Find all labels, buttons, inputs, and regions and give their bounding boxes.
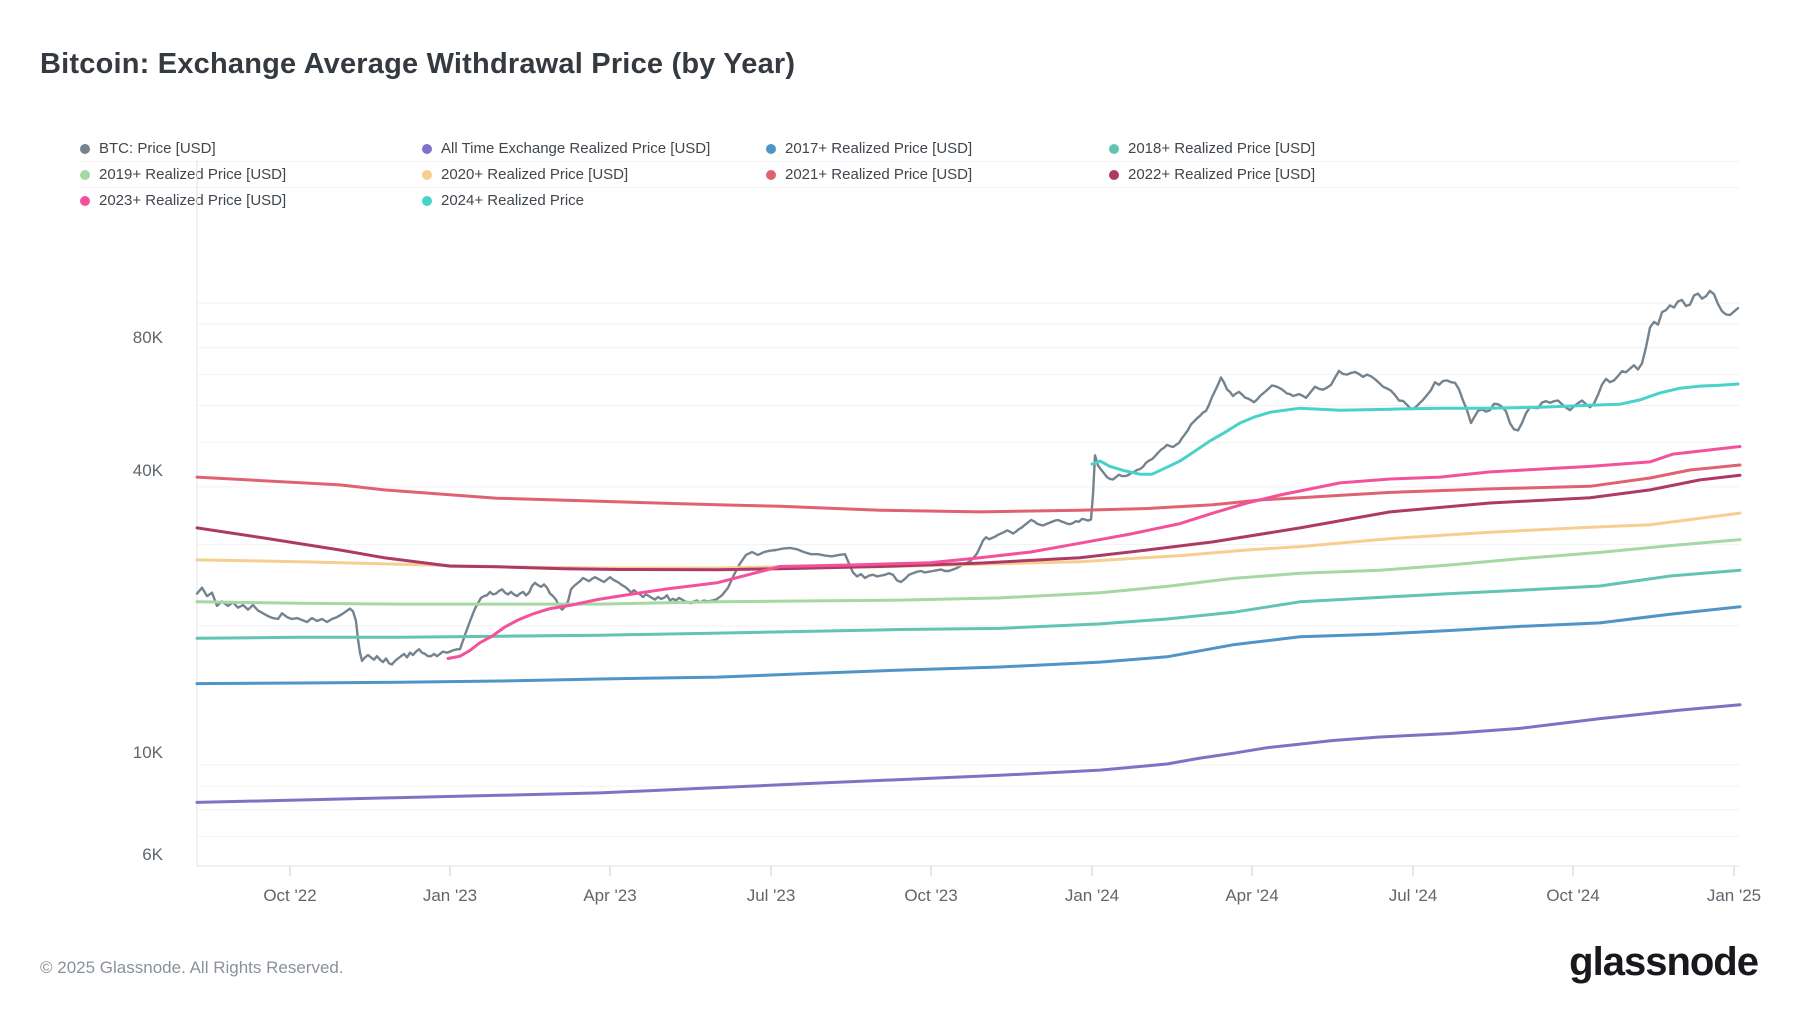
legend-label: BTC: Price [USD] <box>99 140 216 157</box>
page-title: Bitcoin: Exchange Average Withdrawal Pri… <box>40 48 796 80</box>
legend-item-btc[interactable]: BTC: Price [USD] <box>80 140 422 157</box>
series-line-y2022[interactable] <box>195 473 1742 572</box>
legend-label: 2020+ Realized Price [USD] <box>441 166 629 183</box>
series-line-btc[interactable] <box>195 289 1740 666</box>
legend-dot-y2022 <box>1109 169 1119 180</box>
x-axis-label: Jan '24 <box>1065 886 1119 905</box>
x-axis-label: Jan '23 <box>423 886 477 905</box>
chart-legend: BTC: Price [USD] All Time Exchange Realiz… <box>80 136 1740 213</box>
series-line-y2024[interactable] <box>1090 382 1740 476</box>
legend-label: 2022+ Realized Price [USD] <box>1128 166 1316 183</box>
legend-item-alltime[interactable]: All Time Exchange Realized Price [USD] <box>422 140 766 157</box>
legend-label: 2017+ Realized Price [USD] <box>785 140 973 157</box>
legend-dot-y2019 <box>80 169 90 180</box>
series-line-y2021[interactable] <box>195 463 1742 514</box>
legend-label: 2021+ Realized Price [USD] <box>785 166 973 183</box>
legend-item-y2019[interactable]: 2019+ Realized Price [USD] <box>80 166 422 183</box>
copyright-text: © 2025 Glassnode. All Rights Reserved. <box>40 958 344 977</box>
x-axis-label: Apr '23 <box>583 886 636 905</box>
legend-item-y2020[interactable]: 2020+ Realized Price [USD] <box>422 166 766 183</box>
series-line-y2023[interactable] <box>446 445 1742 660</box>
legend-dot-btc <box>80 143 90 154</box>
legend-dot-y2017 <box>766 143 776 154</box>
legend-row-2: 2019+ Realized Price [USD] 2020+ Realized… <box>80 162 1740 188</box>
legend-row-3: 2023+ Realized Price [USD] 2024+ Realized… <box>80 188 1740 213</box>
legend-row-1: BTC: Price [USD] All Time Exchange Realiz… <box>80 136 1740 162</box>
legend-item-y2024[interactable]: 2024+ Realized Price <box>422 192 766 209</box>
y-axis-label-40K: 40K <box>133 461 164 480</box>
x-axis-label: Jul '23 <box>747 886 796 905</box>
series-line-y2019[interactable] <box>195 538 1742 606</box>
glassnode-logo: glassnode <box>1569 940 1759 984</box>
legend-dot-y2024 <box>422 195 432 206</box>
legend-dot-y2018 <box>1109 143 1119 154</box>
x-axis-label: Oct '22 <box>263 886 316 905</box>
legend-item-y2021[interactable]: 2021+ Realized Price [USD] <box>766 166 1109 183</box>
legend-dot-y2021 <box>766 169 776 180</box>
series-line-y2018[interactable] <box>195 568 1742 640</box>
legend-label: 2018+ Realized Price [USD] <box>1128 140 1316 157</box>
y-axis-label-10K: 10K <box>133 743 164 762</box>
x-axis-label: Jul '24 <box>1389 886 1438 905</box>
series-line-alltime[interactable] <box>195 703 1742 804</box>
legend-label: All Time Exchange Realized Price [USD] <box>441 140 711 157</box>
legend-dot-alltime <box>422 143 432 154</box>
x-axis-label: Jan '25 <box>1707 886 1761 905</box>
legend-label: 2023+ Realized Price [USD] <box>99 192 287 209</box>
x-axis-label: Apr '24 <box>1225 886 1278 905</box>
legend-dot-y2020 <box>422 169 432 180</box>
x-axis-label: Oct '23 <box>904 886 957 905</box>
legend-label: 2019+ Realized Price [USD] <box>99 166 287 183</box>
x-axis-label: Oct '24 <box>1546 886 1599 905</box>
series-line-y2017[interactable] <box>195 605 1742 686</box>
legend-dot-y2023 <box>80 195 90 206</box>
legend-item-y2018[interactable]: 2018+ Realized Price [USD] <box>1109 140 1740 157</box>
legend-item-y2023[interactable]: 2023+ Realized Price [USD] <box>80 192 422 209</box>
legend-label: 2024+ Realized Price <box>441 192 585 209</box>
y-axis-label-80K: 80K <box>133 328 164 347</box>
y-axis-label-6K: 6K <box>142 845 163 864</box>
legend-item-y2022[interactable]: 2022+ Realized Price [USD] <box>1109 166 1740 183</box>
legend-item-y2017[interactable]: 2017+ Realized Price [USD] <box>766 140 1109 157</box>
